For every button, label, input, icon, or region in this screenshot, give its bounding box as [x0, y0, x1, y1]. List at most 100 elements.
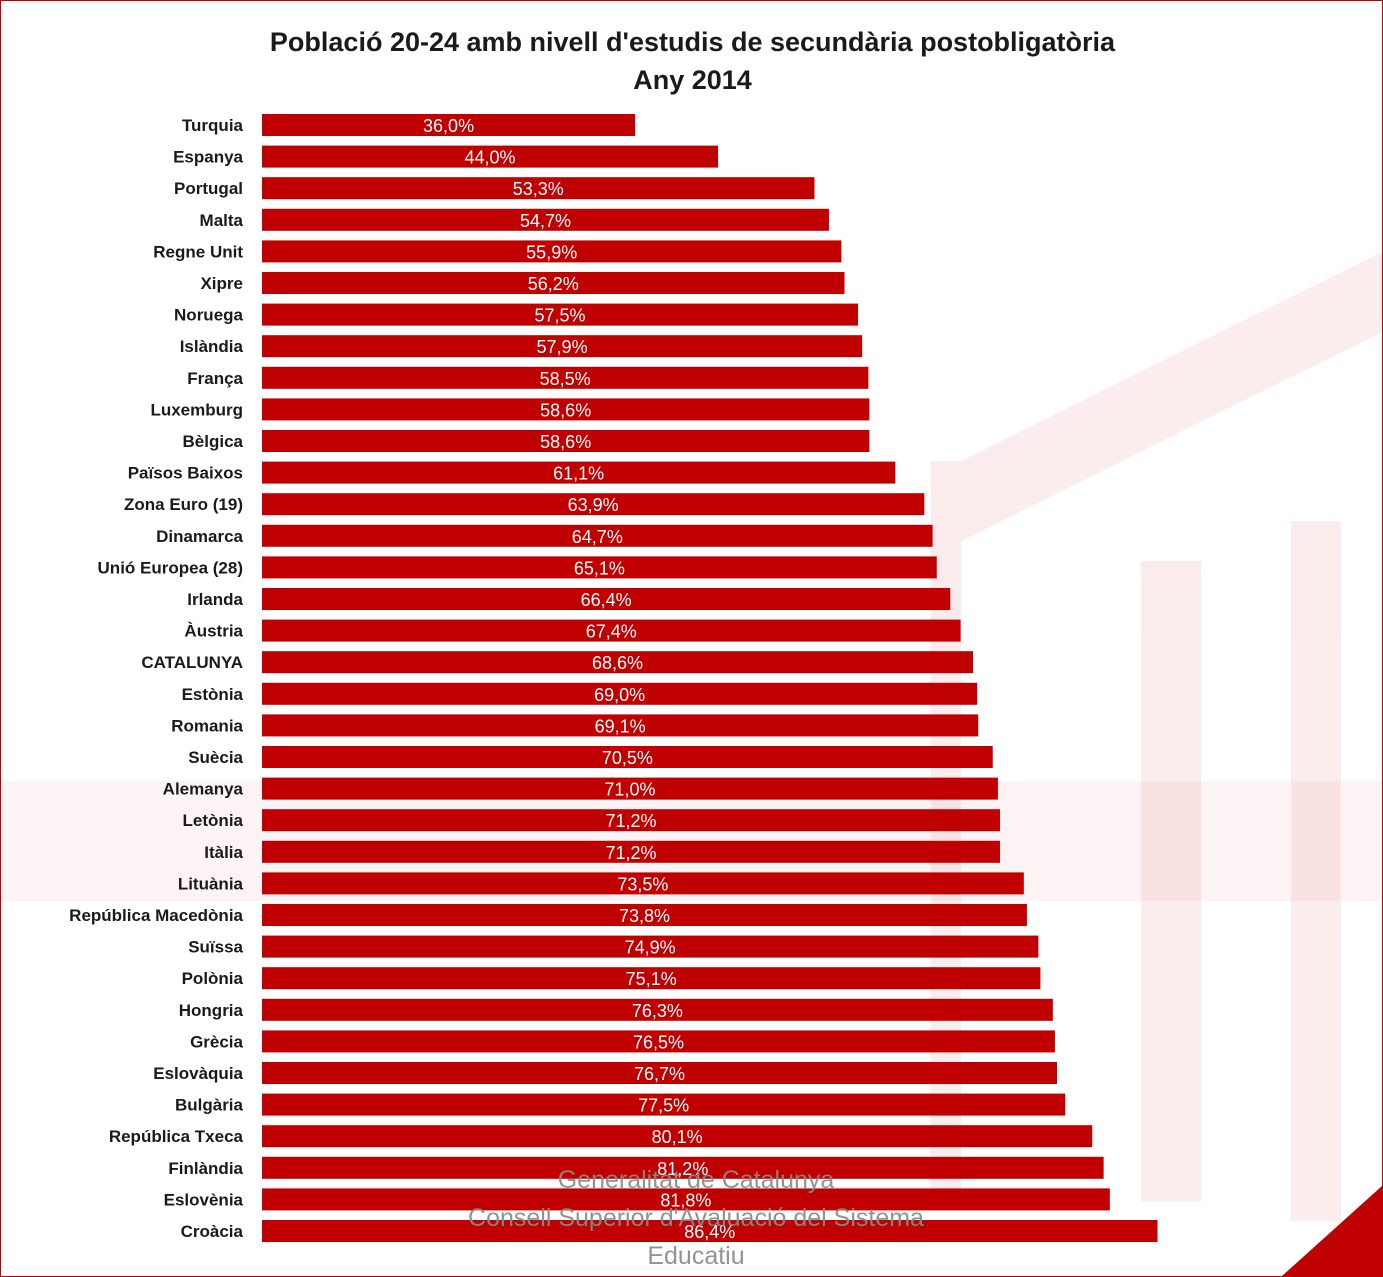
- bar-5: [262, 240, 842, 263]
- value-label: 86,4%: [684, 1222, 735, 1242]
- bar-35: [262, 1188, 1110, 1211]
- chart-title: Població 20-24 amb nivell d'estudis de s…: [269, 27, 1116, 57]
- category-label: Suïssa: [188, 938, 243, 957]
- bar-12: [262, 461, 896, 484]
- bar-22: [262, 777, 998, 800]
- category-label: França: [187, 369, 243, 388]
- value-label: 58,6%: [540, 432, 591, 452]
- bar-15: [262, 556, 937, 579]
- value-label: 64,7%: [572, 527, 623, 547]
- category-label: Portugal: [174, 179, 243, 198]
- value-label: 81,8%: [660, 1190, 711, 1210]
- category-label: Dinamarca: [156, 527, 243, 546]
- bar-24: [262, 840, 1000, 863]
- category-label: Zona Euro (19): [124, 495, 243, 514]
- category-label: Malta: [200, 211, 244, 230]
- bar-9: [262, 366, 869, 389]
- category-label: Finlàndia: [168, 1159, 243, 1178]
- value-label: 74,9%: [625, 938, 676, 958]
- value-label: 71,0%: [604, 780, 655, 800]
- bar-31: [262, 1062, 1057, 1084]
- bar-16: [262, 588, 951, 610]
- category-label: Regne Unit: [153, 242, 243, 261]
- bar-36: [262, 1220, 1158, 1242]
- category-label: Bulgària: [175, 1096, 244, 1115]
- category-label: Hongria: [179, 1001, 244, 1020]
- bar-14: [262, 524, 933, 547]
- value-label: 36,0%: [423, 116, 474, 136]
- category-label: Grècia: [190, 1032, 243, 1051]
- chart-subtitle: Any 2014: [633, 65, 752, 95]
- bar-6: [262, 272, 845, 294]
- bar-18: [262, 651, 974, 674]
- value-label: 56,2%: [528, 274, 579, 294]
- corner-triangle-decoration: [1282, 1186, 1382, 1276]
- value-label: 58,6%: [540, 400, 591, 420]
- category-label: Països Baixos: [128, 464, 243, 483]
- category-label: Lituània: [178, 874, 244, 893]
- category-label: Luxemburg: [150, 400, 243, 419]
- value-label: 76,3%: [632, 1001, 683, 1021]
- value-label: 81,2%: [657, 1159, 708, 1179]
- value-label: 71,2%: [605, 843, 656, 863]
- bar-10: [262, 398, 870, 421]
- value-label: 67,4%: [586, 622, 637, 642]
- value-label: 70,5%: [602, 748, 653, 768]
- value-label: 65,1%: [574, 558, 625, 578]
- value-label: 76,7%: [634, 1064, 685, 1084]
- bar-27: [262, 935, 1039, 958]
- category-label: Noruega: [174, 306, 244, 325]
- category-label: Croàcia: [181, 1222, 244, 1241]
- bar-19: [262, 682, 978, 705]
- category-label: Eslovènia: [164, 1190, 244, 1209]
- value-label: 57,5%: [534, 306, 585, 326]
- value-label: 80,1%: [652, 1127, 703, 1147]
- category-label: Bèlgica: [183, 432, 244, 451]
- bar-29: [262, 998, 1053, 1021]
- bar-20: [262, 714, 979, 737]
- value-label: 73,5%: [617, 874, 668, 894]
- category-label: Turquia: [182, 116, 244, 135]
- bar-32: [262, 1093, 1066, 1116]
- footer-org: Generalitat de Catalunya: [557, 1166, 835, 1194]
- bar-21: [262, 746, 993, 768]
- value-label: 77,5%: [638, 1096, 689, 1116]
- category-label: Islàndia: [180, 337, 244, 356]
- value-label: 69,0%: [594, 685, 645, 705]
- value-label: 61,1%: [553, 464, 604, 484]
- bar-11: [262, 430, 870, 452]
- bar-7: [262, 303, 858, 326]
- value-label: 58,5%: [540, 369, 591, 389]
- value-label: 75,1%: [626, 969, 677, 989]
- category-label: Espanya: [173, 148, 243, 167]
- bar-17: [262, 619, 961, 642]
- value-label: 66,4%: [581, 590, 632, 610]
- bar-26: [262, 904, 1027, 926]
- value-label: 55,9%: [526, 242, 577, 262]
- bar-30: [262, 1030, 1055, 1053]
- category-label: Irlanda: [187, 590, 243, 609]
- category-label: Romania: [171, 716, 243, 735]
- value-label: 57,9%: [537, 337, 588, 357]
- category-label: Polònia: [182, 969, 244, 988]
- bar-13: [262, 493, 925, 516]
- bar-23: [262, 809, 1000, 832]
- value-label: 71,2%: [605, 811, 656, 831]
- footer-council: Consell Superior d'Avaluació del Sistema: [468, 1204, 924, 1232]
- bar-34: [262, 1156, 1104, 1179]
- category-label: Letònia: [183, 811, 244, 830]
- value-label: 68,6%: [592, 653, 643, 673]
- bar-1: [262, 114, 636, 136]
- bar-25: [262, 872, 1024, 895]
- category-label: Àustria: [184, 622, 243, 641]
- category-label: Estònia: [182, 685, 244, 704]
- category-label: República Macedònia: [69, 906, 243, 925]
- bar-33: [262, 1125, 1093, 1148]
- value-label: 76,5%: [633, 1032, 684, 1052]
- category-label: Unió Europea (28): [98, 558, 243, 577]
- category-label: CATALUNYA: [141, 653, 243, 672]
- category-label: Alemanya: [163, 780, 244, 799]
- value-label: 54,7%: [520, 211, 571, 231]
- bar-8: [262, 335, 863, 358]
